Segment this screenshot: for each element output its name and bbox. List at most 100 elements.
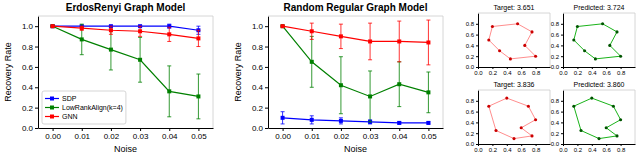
x-axis-tick-mark: [82, 128, 83, 131]
point: [196, 94, 200, 98]
error-cap: [138, 26, 142, 27]
y-axis-tick-label: 1.0: [22, 22, 34, 31]
x-axis-tick: 0.6: [603, 67, 612, 76]
series-line: [283, 26, 429, 42]
x-axis-tick-mark: [606, 67, 607, 69]
point: [51, 24, 55, 28]
x-axis-title: Noise: [114, 144, 137, 154]
error-cap: [368, 59, 372, 60]
x-axis-tick: 0.2: [489, 67, 498, 76]
y-axis-tick-mark: [35, 67, 38, 68]
error-cap: [196, 26, 200, 27]
x-axis-tick-mark: [312, 128, 313, 131]
y-axis-tick-mark: [265, 47, 268, 48]
y-axis-tick-mark: [561, 101, 563, 102]
y-axis: 0.00.20.40.60.8: [551, 14, 564, 71]
error-cap: [80, 24, 84, 25]
point: [594, 57, 597, 60]
error-cap: [281, 111, 285, 112]
y-axis-tick-label: 0.4: [252, 83, 264, 92]
y-axis-tick: 0.8: [252, 43, 268, 52]
y-axis-tick: 0.0: [551, 64, 563, 70]
y-axis-tick-mark: [476, 67, 478, 68]
legend-label: GNN: [62, 113, 78, 120]
frame: [213, 16, 214, 128]
point: [527, 105, 530, 108]
y-axis-tick: 0.0: [252, 124, 268, 133]
x-axis-tick-label: 0.6: [518, 70, 527, 76]
series: [489, 98, 536, 139]
x-axis-tick-label: 0.8: [617, 70, 626, 76]
frame: [478, 13, 550, 14]
error-cap: [310, 115, 314, 116]
x-axis: 0.00.20.40.60.8: [474, 67, 550, 76]
error-cap: [167, 65, 171, 66]
frame: [443, 16, 444, 128]
y-axis-tick: 0.4: [252, 83, 268, 92]
y-axis-tick-mark: [265, 108, 268, 109]
point: [310, 60, 314, 64]
point: [590, 97, 593, 100]
y-axis-tick: 0.4: [551, 120, 563, 126]
x-axis-tick: 0.4: [503, 144, 512, 153]
y-axis-tick-label: 0.4: [466, 120, 475, 126]
y-axis-tick-mark: [265, 87, 268, 88]
x-axis-tick-mark: [507, 67, 508, 69]
x-axis-tick: 0.4: [588, 144, 597, 153]
point: [339, 83, 343, 87]
x-axis-tick-mark: [492, 67, 493, 69]
series: [487, 97, 537, 141]
point: [597, 137, 600, 140]
y-axis-tick-label: 0.4: [551, 43, 560, 49]
x-axis: 0.000.010.020.030.040.05: [39, 128, 214, 141]
x-axis-tick-mark: [198, 128, 199, 131]
y-axis: 0.00.20.40.60.81.0: [252, 17, 269, 134]
x-axis-tick: 0.8: [617, 144, 626, 153]
x-axis-tick-label: 0.4: [503, 70, 512, 76]
y-axis-tick: 0.2: [466, 131, 478, 137]
legend-entry: LowRankAlign(k=4): [45, 104, 123, 112]
point: [339, 119, 343, 123]
point: [491, 25, 494, 28]
y-axis-tick-mark: [35, 108, 38, 109]
y-axis: 0.00.20.40.60.8: [466, 91, 479, 148]
chart: 0.000.010.020.030.040.050.00.20.40.60.81…: [233, 2, 444, 154]
error-cap: [368, 121, 372, 122]
y-axis-tick-label: 0.2: [551, 54, 560, 60]
x-axis-line: [564, 144, 636, 145]
error-cap: [339, 48, 343, 49]
y-axis-tick: 0.2: [551, 54, 563, 60]
y-axis-tick-mark: [476, 144, 478, 145]
y-axis-tick: 1.0: [22, 22, 38, 31]
point: [615, 134, 618, 137]
frame: [635, 13, 636, 67]
x-axis-tick-mark: [592, 144, 593, 146]
error-cap: [310, 123, 314, 124]
y-axis-title: Recovery Rate: [3, 42, 13, 102]
series: [574, 24, 621, 59]
y-axis-tick: 0.0: [466, 64, 478, 70]
point: [426, 121, 430, 125]
point: [572, 38, 575, 41]
chart-title: Target: 3.651: [494, 4, 535, 12]
y-axis-tick: 0.8: [551, 98, 563, 104]
y-axis-tick-mark: [561, 112, 563, 113]
point: [310, 118, 314, 122]
chart-title: ErdosRenyi Graph Model: [66, 2, 186, 13]
point: [138, 58, 142, 62]
series: [572, 22, 622, 60]
point: [109, 48, 113, 52]
x-axis-tick: 0.02: [104, 128, 120, 141]
y-axis-tick-label: 0.4: [466, 43, 475, 49]
series: [489, 24, 536, 59]
x-axis-tick: 0.05: [191, 128, 207, 141]
y-axis-tick: 1.0: [252, 22, 268, 31]
point: [51, 24, 55, 28]
x-axis-tick: 0.4: [588, 67, 597, 76]
error-cap: [138, 82, 142, 83]
x-axis-tick-label: 0.2: [489, 70, 498, 76]
y-axis-tick: 0.2: [22, 104, 38, 113]
x-axis-tick-label: 0.2: [489, 147, 498, 153]
point: [167, 89, 171, 93]
y-axis-tick: 0.0: [22, 124, 38, 133]
